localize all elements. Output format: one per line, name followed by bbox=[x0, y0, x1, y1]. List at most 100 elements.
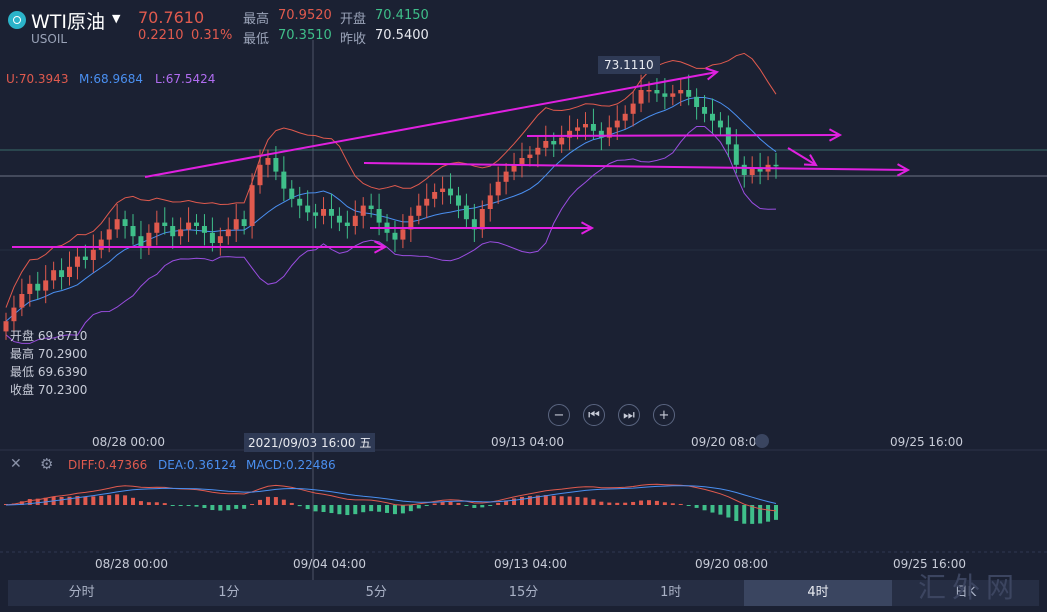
candle bbox=[662, 93, 668, 97]
macd-bar bbox=[742, 505, 747, 524]
macd-bar bbox=[170, 505, 175, 506]
macd-bar bbox=[154, 502, 159, 505]
macd-bar bbox=[337, 505, 342, 515]
candle bbox=[74, 256, 80, 267]
candle bbox=[670, 93, 676, 97]
candle bbox=[114, 219, 120, 230]
macd-bar bbox=[607, 502, 612, 505]
chevron-down-icon[interactable]: ▼ bbox=[112, 12, 121, 25]
candle bbox=[606, 127, 612, 138]
symbol-name[interactable]: WTI原油 bbox=[31, 11, 105, 33]
macd-bar bbox=[83, 496, 88, 505]
macd-bar bbox=[369, 505, 374, 512]
macd-bar bbox=[250, 504, 255, 505]
tab-daily[interactable]: 日K bbox=[954, 585, 977, 600]
crosshair-time-label: 2021/09/03 16:00 五 bbox=[244, 433, 376, 452]
candle bbox=[82, 256, 88, 260]
candle bbox=[344, 222, 350, 226]
candle bbox=[702, 107, 708, 114]
macd-bar bbox=[639, 500, 644, 505]
macd-bar bbox=[115, 494, 120, 505]
open-value: 70.4150 bbox=[375, 8, 429, 23]
trendline bbox=[144, 71, 718, 178]
macd-bar bbox=[19, 501, 24, 505]
candle bbox=[130, 226, 136, 237]
candles bbox=[3, 74, 779, 340]
candle bbox=[773, 164, 779, 167]
symbol-code: USOIL bbox=[31, 32, 68, 46]
candle bbox=[598, 130, 604, 138]
macd-bar bbox=[631, 501, 636, 505]
peak-price-label: 73.1110 bbox=[598, 56, 660, 74]
settings-gear-icon[interactable]: ⚙ bbox=[40, 455, 54, 473]
x-label: 09/13 04:00 bbox=[491, 435, 564, 449]
macd-bar bbox=[646, 500, 651, 505]
candle bbox=[249, 185, 255, 226]
candle bbox=[622, 113, 628, 121]
macd-dea-label: DEA:0.36124 bbox=[158, 458, 237, 472]
macd-bar bbox=[131, 497, 136, 505]
tab-timeshare[interactable]: 分时 bbox=[68, 585, 95, 600]
macd-bar bbox=[297, 505, 302, 507]
candle bbox=[757, 168, 763, 172]
macd-bar bbox=[432, 503, 437, 505]
macd-bar bbox=[726, 505, 731, 518]
macd-bar bbox=[519, 496, 524, 505]
candle bbox=[297, 198, 303, 206]
macd-bar bbox=[313, 505, 318, 512]
scroll-handle[interactable] bbox=[755, 434, 769, 448]
macd-bar bbox=[99, 495, 104, 505]
trendline bbox=[363, 162, 909, 171]
candle bbox=[43, 280, 49, 291]
tab-4h[interactable]: 4时 bbox=[744, 580, 892, 606]
boll-lower-label: L:67.5424 bbox=[155, 72, 216, 86]
boll-lower-line bbox=[5, 126, 777, 344]
macd-bar bbox=[67, 496, 72, 505]
tab-1h[interactable]: 1时 bbox=[660, 585, 682, 600]
macd-diff-label: DIFF:0.47366 bbox=[68, 458, 148, 472]
candle bbox=[3, 321, 9, 332]
candle bbox=[471, 219, 477, 230]
candle bbox=[313, 212, 319, 216]
macd-bar bbox=[543, 495, 548, 505]
macd-bar bbox=[91, 496, 96, 505]
macd-bar bbox=[583, 497, 588, 505]
macd-bar bbox=[35, 498, 40, 505]
step-forward-icon[interactable]: ⏭ bbox=[618, 404, 640, 426]
x-label: 09/25 16:00 bbox=[893, 557, 966, 571]
candle bbox=[368, 205, 374, 209]
macd-bar bbox=[194, 505, 199, 507]
tab-15min[interactable]: 15分 bbox=[508, 585, 539, 600]
x-label: 09/13 04:00 bbox=[494, 557, 567, 571]
price-change-pct: 0.31% bbox=[191, 28, 233, 43]
macd-bar bbox=[234, 505, 239, 509]
candle bbox=[305, 205, 311, 213]
macd-lines bbox=[5, 483, 777, 512]
macd-bar bbox=[123, 495, 128, 505]
ohlc-open: 开盘 69.8710 bbox=[10, 329, 88, 343]
macd-bar bbox=[718, 505, 723, 515]
zoom-in-icon[interactable]: + bbox=[653, 404, 675, 426]
macd-bar bbox=[416, 505, 421, 509]
candle bbox=[535, 147, 541, 155]
tab-5min[interactable]: 5分 bbox=[365, 585, 387, 600]
candle bbox=[440, 188, 446, 192]
macd-bar bbox=[678, 503, 683, 505]
boll-mid-label: M:68.9684 bbox=[79, 72, 144, 86]
macd-bar bbox=[329, 505, 334, 514]
candle bbox=[654, 90, 660, 94]
candle bbox=[162, 222, 168, 226]
macd-bar bbox=[202, 505, 207, 508]
candle bbox=[733, 144, 739, 165]
close-icon[interactable]: ✕ bbox=[10, 456, 22, 472]
step-back-icon[interactable]: ⏮ bbox=[583, 404, 605, 426]
candle bbox=[638, 90, 644, 104]
zoom-out-icon[interactable]: − bbox=[548, 404, 570, 426]
macd-bar bbox=[400, 505, 405, 514]
candle bbox=[455, 195, 461, 206]
low-label: 最低 bbox=[243, 32, 270, 47]
candle bbox=[495, 181, 501, 196]
candle bbox=[209, 232, 215, 243]
tab-1min[interactable]: 1分 bbox=[218, 585, 240, 600]
